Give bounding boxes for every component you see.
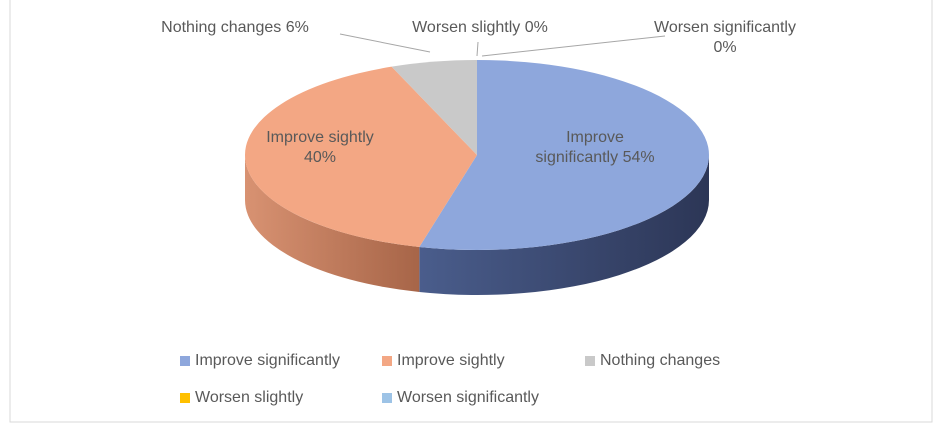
data-label: Worsen slightly 0% [380, 18, 580, 38]
slice [244, 66, 477, 248]
legend-label: Improve sightly [397, 352, 505, 369]
label-name: Worsen slightly [412, 19, 521, 36]
legend-swatch [180, 393, 190, 403]
legend-label: Improve significantly [195, 352, 340, 369]
slice [419, 60, 709, 250]
legend-label: Worsen significantly [397, 389, 539, 406]
label-value: 0% [524, 19, 548, 36]
legend-label: Nothing changes [600, 352, 720, 369]
label-value: 6% [285, 19, 309, 36]
label-value: 40% [303, 149, 337, 166]
leader-line [481, 35, 666, 57]
slice-side [419, 155, 709, 295]
label-name: Nothing changes [161, 19, 282, 36]
label-name: Worsen significantly [654, 19, 796, 36]
legend-swatch [585, 356, 595, 366]
slice [391, 60, 477, 155]
label-value: 54% [622, 149, 655, 166]
data-label: Nothing changes 6% [150, 18, 320, 38]
label-name: Improve significantly [535, 129, 624, 166]
leader-line [476, 41, 479, 57]
frame [9, 0, 933, 423]
data-label: Worsen significantly 0% [650, 18, 800, 58]
legend-swatch [382, 393, 392, 403]
legend-label: Worsen slightly [195, 389, 303, 406]
label-name: Improve sightly [266, 129, 374, 146]
legend-swatch [382, 356, 392, 366]
label-value: 0% [713, 39, 737, 56]
leader-line [339, 33, 431, 53]
legend-swatch [180, 356, 190, 366]
data-label: Improve sightly 40% [250, 128, 390, 168]
data-label: Improve significantly 54% [530, 128, 660, 168]
slice-side [245, 155, 420, 293]
